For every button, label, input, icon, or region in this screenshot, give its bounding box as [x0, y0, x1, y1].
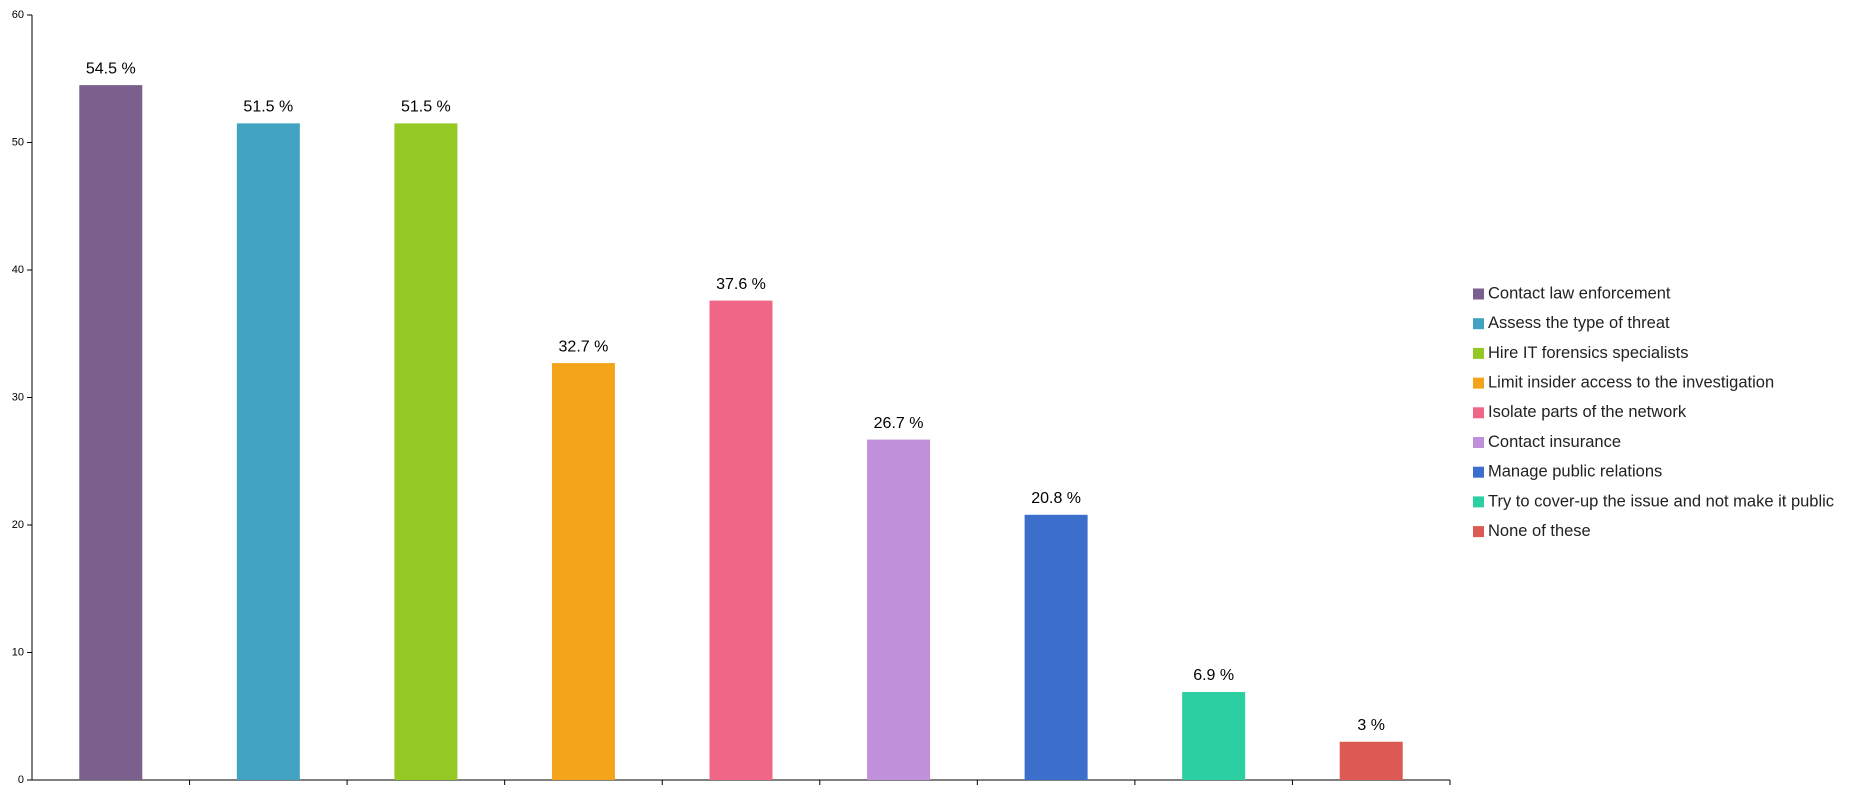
- y-tick-label: 40: [12, 264, 24, 276]
- bar: [1339, 741, 1403, 780]
- y-tick-label: 20: [12, 519, 24, 531]
- value-label: 6.9 %: [1193, 667, 1234, 684]
- legend-swatch: [1473, 377, 1484, 389]
- legend-label: Try to cover-up the issue and not make i…: [1488, 492, 1834, 510]
- bar: [394, 123, 458, 780]
- legend-label: Isolate parts of the network: [1488, 403, 1687, 421]
- legend-label: Contact insurance: [1488, 433, 1621, 451]
- value-label: 32.7 %: [559, 338, 609, 355]
- bar: [867, 439, 931, 780]
- bar: [1182, 692, 1246, 780]
- legend-swatch: [1473, 496, 1484, 508]
- bar: [1024, 514, 1088, 780]
- bar: [551, 363, 615, 780]
- legend-label: Limit insider access to the investigatio…: [1488, 373, 1774, 391]
- legend-swatch: [1473, 288, 1484, 300]
- legend-label: Hire IT forensics specialists: [1488, 344, 1689, 362]
- y-tick-label: 0: [18, 774, 24, 786]
- legend-swatch: [1473, 466, 1484, 478]
- value-label: 3 %: [1357, 717, 1385, 734]
- value-label: 54.5 %: [86, 60, 136, 77]
- value-label: 26.7 %: [874, 415, 924, 432]
- y-tick-label: 30: [12, 391, 24, 403]
- legend-label: Assess the type of threat: [1488, 314, 1670, 332]
- legend-swatch: [1473, 318, 1484, 330]
- bar: [236, 123, 300, 780]
- legend-swatch: [1473, 407, 1484, 419]
- legend-swatch: [1473, 526, 1484, 538]
- legend-label: None of these: [1488, 522, 1591, 540]
- legend-swatch: [1473, 347, 1484, 359]
- value-label: 51.5 %: [243, 99, 293, 116]
- legend-label: Contact law enforcement: [1488, 284, 1671, 302]
- y-tick-label: 10: [12, 646, 24, 658]
- legend-swatch: [1473, 437, 1484, 448]
- y-tick-label: 60: [12, 9, 24, 21]
- value-label: 20.8 %: [1031, 490, 1081, 507]
- bar: [79, 85, 143, 780]
- legend-label: Manage public relations: [1488, 463, 1662, 481]
- bar: [709, 300, 773, 780]
- y-tick-label: 50: [12, 136, 24, 148]
- value-label: 37.6 %: [716, 276, 766, 293]
- value-label: 51.5 %: [401, 99, 451, 116]
